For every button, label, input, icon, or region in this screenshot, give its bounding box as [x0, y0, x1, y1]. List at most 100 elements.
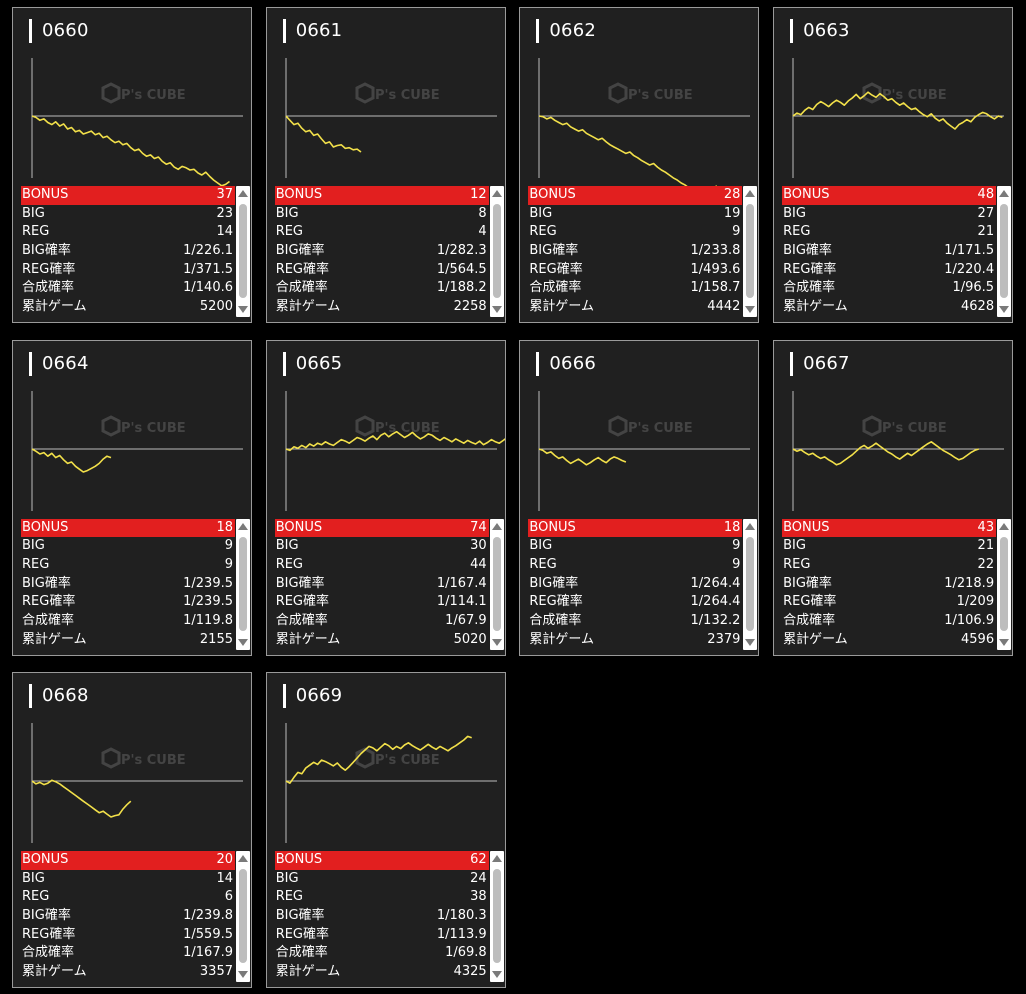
slump-line — [539, 447, 627, 466]
scrollbar[interactable] — [743, 186, 758, 317]
scroll-down-arrow-icon[interactable] — [999, 306, 1010, 313]
stat-row: 累計ゲーム 2379 — [528, 631, 742, 650]
machine-card[interactable]: 0667 P's CUBE BONUS 43 BIG 21 REG 22 BIG確率 1/218.… — [773, 339, 1014, 656]
scroll-down-arrow-icon[interactable] — [238, 638, 248, 646]
scrollbar[interactable] — [489, 186, 504, 317]
stat-row: 累計ゲーム 2258 — [275, 298, 489, 317]
machine-card[interactable]: 0660 P's CUBE BONUS 37 BIG 23 REG 14 BIG確率 1/226.… — [12, 7, 252, 323]
machine-card[interactable]: 0665 P's CUBE BONUS 74 BIG 30 REG 44 BIG確率 1/167.… — [265, 339, 506, 656]
scrollbar[interactable] — [489, 851, 504, 982]
scroll-thumb[interactable] — [1000, 204, 1009, 298]
machine-card[interactable]: 0664 P's CUBE BONUS 18 BIG 9 REG 9 BIG確率 1/239.5 R… — [12, 339, 252, 656]
stat-value: 30 — [470, 538, 487, 554]
slump-graph: P's CUBE — [538, 390, 751, 511]
slump-line — [285, 430, 505, 451]
scrollbar[interactable] — [997, 186, 1012, 317]
stat-label: BIG — [22, 205, 45, 221]
scroll-down-arrow-icon[interactable] — [238, 306, 248, 313]
machine-number: 0664 — [29, 351, 89, 376]
scroll-down-arrow-icon[interactable] — [491, 971, 502, 978]
stat-value: 8 — [478, 205, 487, 221]
stat-label: REG — [22, 889, 50, 905]
stat-value: 1/371.5 — [183, 261, 233, 277]
stat-label: 累計ゲーム — [529, 631, 595, 647]
stat-value: 6 — [224, 889, 233, 905]
stats-list: BONUS 74 BIG 30 REG 44 BIG確率 1/167.4 REG確率 1/114.… — [274, 518, 489, 650]
machine-card[interactable]: 0669 P's CUBE BONUS 62 BIG 24 REG 38 BIG確率 1/180.… — [265, 672, 506, 988]
stat-value: 14 — [216, 870, 233, 886]
slump-line — [285, 115, 362, 153]
stat-label: REG — [275, 224, 304, 240]
scroll-thumb[interactable] — [492, 869, 501, 963]
scroll-up-arrow-icon[interactable] — [745, 190, 756, 197]
scroll-down-arrow-icon[interactable] — [491, 306, 502, 313]
stat-value: 1/218.9 — [944, 575, 995, 591]
stat-row: REG 6 — [21, 888, 235, 907]
scroll-up-arrow-icon[interactable] — [238, 190, 248, 197]
scrollbar[interactable] — [489, 518, 504, 650]
bonus-row: BONUS 20 — [21, 851, 235, 870]
scrollbar[interactable] — [236, 186, 250, 317]
stat-row: 合成確率 1/158.7 — [528, 279, 742, 298]
scroll-up-arrow-icon[interactable] — [491, 855, 502, 862]
stat-row: 累計ゲーム 4628 — [782, 298, 996, 317]
watermark-brand: P's CUBE — [628, 88, 693, 103]
scroll-up-arrow-icon[interactable] — [491, 190, 502, 197]
scroll-up-arrow-icon[interactable] — [999, 190, 1010, 197]
scroll-down-arrow-icon[interactable] — [745, 306, 756, 313]
scrollbar[interactable] — [743, 518, 758, 650]
stat-label: REG — [275, 889, 304, 905]
scroll-thumb[interactable] — [746, 536, 755, 631]
stat-row: 累計ゲーム 4325 — [275, 963, 489, 982]
scroll-thumb[interactable] — [239, 204, 247, 298]
scroll-thumb[interactable] — [492, 536, 501, 631]
stat-label: BIG確率 — [783, 243, 832, 259]
scroll-thumb[interactable] — [1000, 536, 1009, 631]
scroll-thumb[interactable] — [492, 204, 501, 298]
stat-value: 4442 — [707, 299, 741, 315]
stat-row: REG確率 1/209 — [782, 593, 996, 612]
scroll-up-arrow-icon[interactable] — [745, 522, 756, 530]
cube-logo-icon: P's CUBE — [862, 414, 947, 437]
stat-row: BIG 24 — [275, 870, 489, 889]
stat-row: BIG 27 — [782, 205, 996, 224]
stat-label: REG確率 — [22, 261, 76, 277]
scroll-thumb[interactable] — [239, 536, 247, 631]
stat-value: 9 — [732, 538, 741, 554]
machine-card[interactable]: 0663 P's CUBE BONUS 48 BIG 27 REG 21 BIG確率 1/171.… — [773, 7, 1014, 323]
stat-label: REG確率 — [22, 926, 76, 942]
scroll-up-arrow-icon[interactable] — [491, 522, 502, 530]
scrollbar[interactable] — [236, 851, 250, 982]
stat-value: 1/167.4 — [436, 575, 487, 591]
scroll-up-arrow-icon[interactable] — [238, 522, 248, 530]
scrollbar[interactable] — [997, 518, 1012, 650]
stat-row: 合成確率 1/119.8 — [21, 612, 235, 631]
scrollbar[interactable] — [236, 518, 250, 650]
bonus-row: BONUS 48 — [782, 186, 997, 205]
stat-label: 合成確率 — [529, 612, 582, 628]
scroll-down-arrow-icon[interactable] — [999, 638, 1010, 646]
stat-row: REG確率 1/264.4 — [528, 593, 742, 612]
stat-label: BONUS — [22, 519, 69, 535]
machine-card[interactable]: 0668 P's CUBE BONUS 20 BIG 14 REG 6 BIG確率 1/239.8… — [12, 672, 252, 988]
stat-label: BONUS — [275, 519, 323, 535]
scroll-thumb[interactable] — [239, 869, 247, 963]
stat-row: BIG確率 1/218.9 — [782, 575, 996, 594]
scroll-thumb[interactable] — [746, 204, 755, 298]
stat-label: REG — [275, 556, 304, 572]
slump-graph: P's CUBE — [285, 723, 497, 843]
machine-card[interactable]: 0662 P's CUBE BONUS 28 BIG 19 REG 9 BIG確率 1/233.8… — [519, 7, 760, 323]
stat-row: 合成確率 1/188.2 — [275, 279, 489, 298]
scroll-up-arrow-icon[interactable] — [999, 522, 1010, 530]
machine-card[interactable]: 0661 P's CUBE BONUS 12 BIG 8 REG 4 BIG確率 1/282.3 R… — [265, 7, 506, 323]
scroll-down-arrow-icon[interactable] — [491, 638, 502, 646]
stat-row: REG確率 1/559.5 — [21, 926, 235, 945]
stat-value: 9 — [224, 538, 233, 554]
stat-value: 62 — [470, 852, 487, 867]
scroll-down-arrow-icon[interactable] — [745, 638, 756, 646]
scroll-down-arrow-icon[interactable] — [238, 971, 248, 978]
stat-value: 27 — [977, 205, 995, 221]
machine-card[interactable]: 0666 P's CUBE BONUS 18 BIG 9 REG 9 BIG確率 1/264.4 R… — [519, 339, 760, 656]
scroll-up-arrow-icon[interactable] — [238, 855, 248, 862]
stat-value: 1/67.9 — [445, 612, 487, 628]
